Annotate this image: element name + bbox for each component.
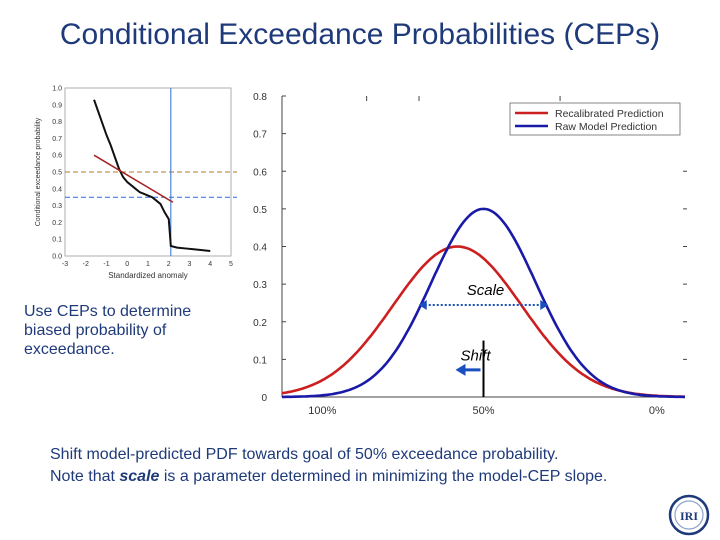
logo-inner-ring [674, 500, 704, 530]
inset-y-tick-label: 0.0 [52, 254, 62, 261]
inset-x-tick-label: 5 [229, 261, 233, 268]
shift-label: Shift [460, 347, 491, 364]
inset-x-axis-label: Standardized anomaly [108, 271, 188, 280]
inset-x-tick-label: 4 [208, 261, 212, 268]
main-y-tick-label: 0.7 [253, 130, 267, 141]
main-x-tick-label: 100% [308, 405, 336, 417]
inset-y-axis-label: Conditional exceedance probability [35, 117, 42, 226]
shift-arrow-head [455, 363, 466, 376]
scale-label: Scale [467, 282, 505, 299]
inset-y-tick-label: 0.5 [52, 170, 62, 177]
main-y-tick-label: 0.4 [253, 243, 267, 254]
inset-y-tick-label: 1.0 [52, 86, 62, 93]
pdf-main-chart: 0 0.1 0.2 0.3 0.4 0.5 0.6 0.7 0.8 100% 50% 0% Scale S… [253, 92, 687, 417]
scale-arrow-right [540, 300, 549, 310]
series-curve-1 [282, 207, 685, 399]
inset-y-tick-label: 0.3 [52, 203, 62, 210]
main-y-tick-label: 0.5 [253, 205, 267, 216]
legend-label-1: Raw Model Prediction [555, 121, 657, 133]
iri-logo: IRI [668, 494, 710, 536]
main-y-tick-label: 0.1 [253, 355, 267, 366]
left-note: Use CEPs to determine biased probability… [24, 303, 192, 358]
inset-fit-line [93, 154, 174, 203]
caption-scale-emphasis: scale [119, 468, 160, 485]
inset-x-tick-label: -1 [103, 261, 109, 268]
inset-x-tick-label: 0 [125, 261, 129, 268]
main-y-tick-label: 0.2 [253, 318, 267, 329]
scale-arrow-left [418, 300, 427, 310]
inset-x-tick-label: -3 [62, 261, 68, 268]
inset-x-tick-label: 3 [188, 261, 192, 268]
inset-y-tick-label: 0.8 [52, 119, 62, 126]
main-y-tick-label: 0 [261, 393, 267, 404]
inset-y-tick-label: 0.9 [52, 102, 62, 109]
legend-box [509, 102, 681, 136]
inset-x-tick-label: 2 [167, 261, 171, 268]
main-y-tick-label: 0.6 [253, 167, 267, 178]
cep-inset-chart: 0.0 0.1 0.2 0.3 0.4 0.5 0.6 0.7 0.8 0.9 1.0 -3 -2 -1 0… [35, 86, 237, 280]
caption: Shift model-predicted PDF towards goal o… [50, 444, 710, 488]
slide-title: Conditional Exceedance Probabilities (CE… [59, 18, 661, 51]
inset-x-tick-label: 1 [146, 261, 150, 268]
inset-y-tick-label: 0.6 [52, 153, 62, 160]
inset-y-tick-label: 0.7 [52, 136, 62, 143]
caption-line-1: Shift model-predicted PDF towards goal o… [50, 446, 559, 463]
inset-y-tick-label: 0.2 [52, 220, 62, 227]
inset-x-tick-label: -2 [83, 261, 89, 268]
main-y-tick-label: 0.8 [253, 92, 267, 103]
main-x-tick-label: 0% [649, 405, 665, 417]
legend-label-0: Recalibrated Prediction [555, 108, 664, 120]
caption-line-2-post: is a parameter determined in minimizing … [159, 468, 608, 485]
caption-line-2: Note that scale is a parameter determine… [50, 466, 710, 488]
inset-cep-curve [93, 99, 211, 252]
logo-text: IRI [680, 509, 698, 523]
inset-y-tick-label: 0.1 [52, 237, 62, 244]
main-x-tick-label: 50% [472, 405, 494, 417]
inset-y-tick-label: 0.4 [52, 186, 62, 193]
caption-line-2-pre: Note that [50, 468, 120, 485]
main-y-tick-label: 0.3 [253, 280, 267, 291]
